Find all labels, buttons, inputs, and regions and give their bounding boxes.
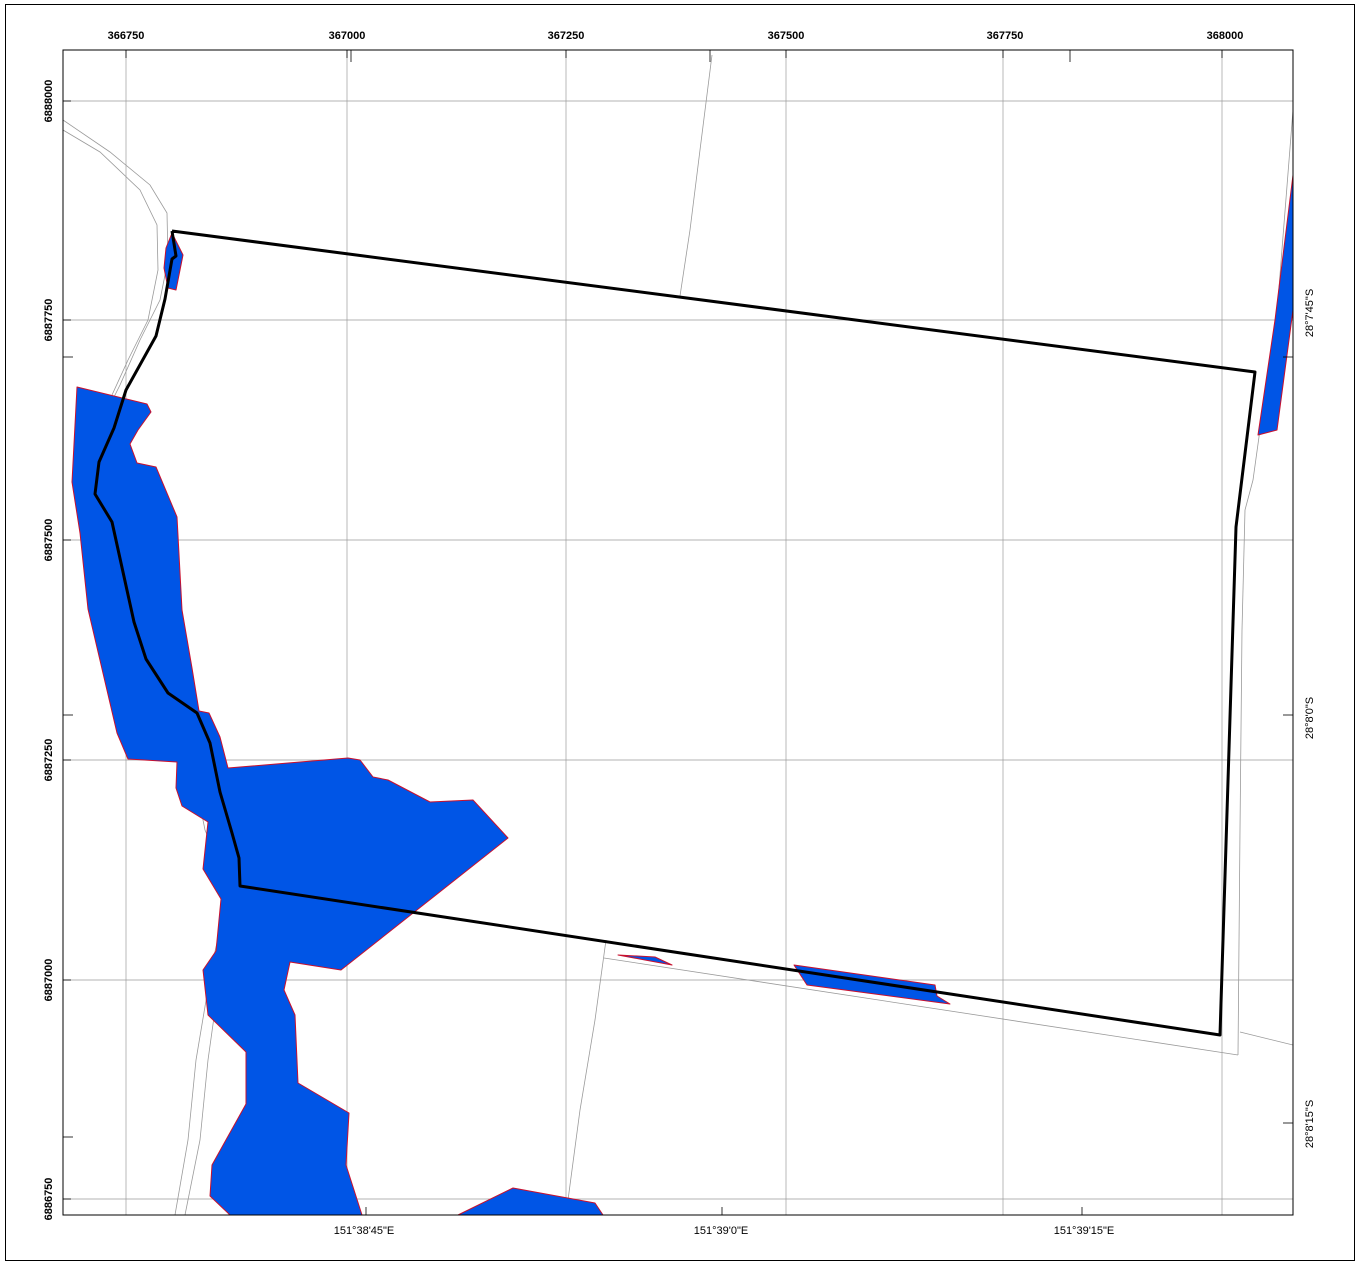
- northing-label: 6887750: [43, 299, 55, 342]
- water-polygon: [457, 1187, 604, 1215]
- water-polygon: [71, 386, 509, 1215]
- latitude-label: 28°8'15"S: [1304, 1100, 1316, 1148]
- road-line: [1239, 1031, 1293, 1046]
- road-line: [679, 54, 713, 297]
- latitude-label: 28°8'0"S: [1304, 697, 1316, 739]
- map-neatline: [62, 49, 1294, 1216]
- northing-ticks: [63, 100, 73, 1200]
- northing-label: 6888000: [43, 80, 55, 123]
- projected-grid: [63, 50, 1293, 1215]
- water-polygon: [1257, 174, 1293, 436]
- northing-label: 6887250: [43, 739, 55, 782]
- map-outer-frame: [5, 4, 1355, 1261]
- easting-label: 367250: [548, 30, 585, 42]
- property-boundary[interactable]: [93, 229, 1257, 1037]
- easting-label: 367500: [768, 30, 805, 42]
- longitude-ticks: [365, 1207, 1083, 1215]
- road-line: [603, 957, 1239, 1056]
- longitude-label: 151°39'15"E: [1054, 1225, 1115, 1237]
- northing-label: 6886750: [43, 1178, 55, 1221]
- water-polygon: [617, 954, 673, 966]
- latitude-label: 28°7'45"S: [1304, 289, 1316, 337]
- latitude-ticks: [1283, 356, 1293, 1124]
- road-line: [565, 939, 607, 1215]
- longitude-label: 151°38'45"E: [334, 1225, 395, 1237]
- longitude-label: 151°39'0"E: [694, 1225, 748, 1237]
- easting-ticks: [125, 50, 1223, 62]
- easting-label: 366750: [108, 30, 145, 42]
- northing-label: 6887500: [43, 519, 55, 562]
- northing-label: 6887000: [43, 959, 55, 1002]
- easting-label: 368000: [1207, 30, 1244, 42]
- easting-label: 367750: [987, 30, 1024, 42]
- easting-label: 367000: [329, 30, 366, 42]
